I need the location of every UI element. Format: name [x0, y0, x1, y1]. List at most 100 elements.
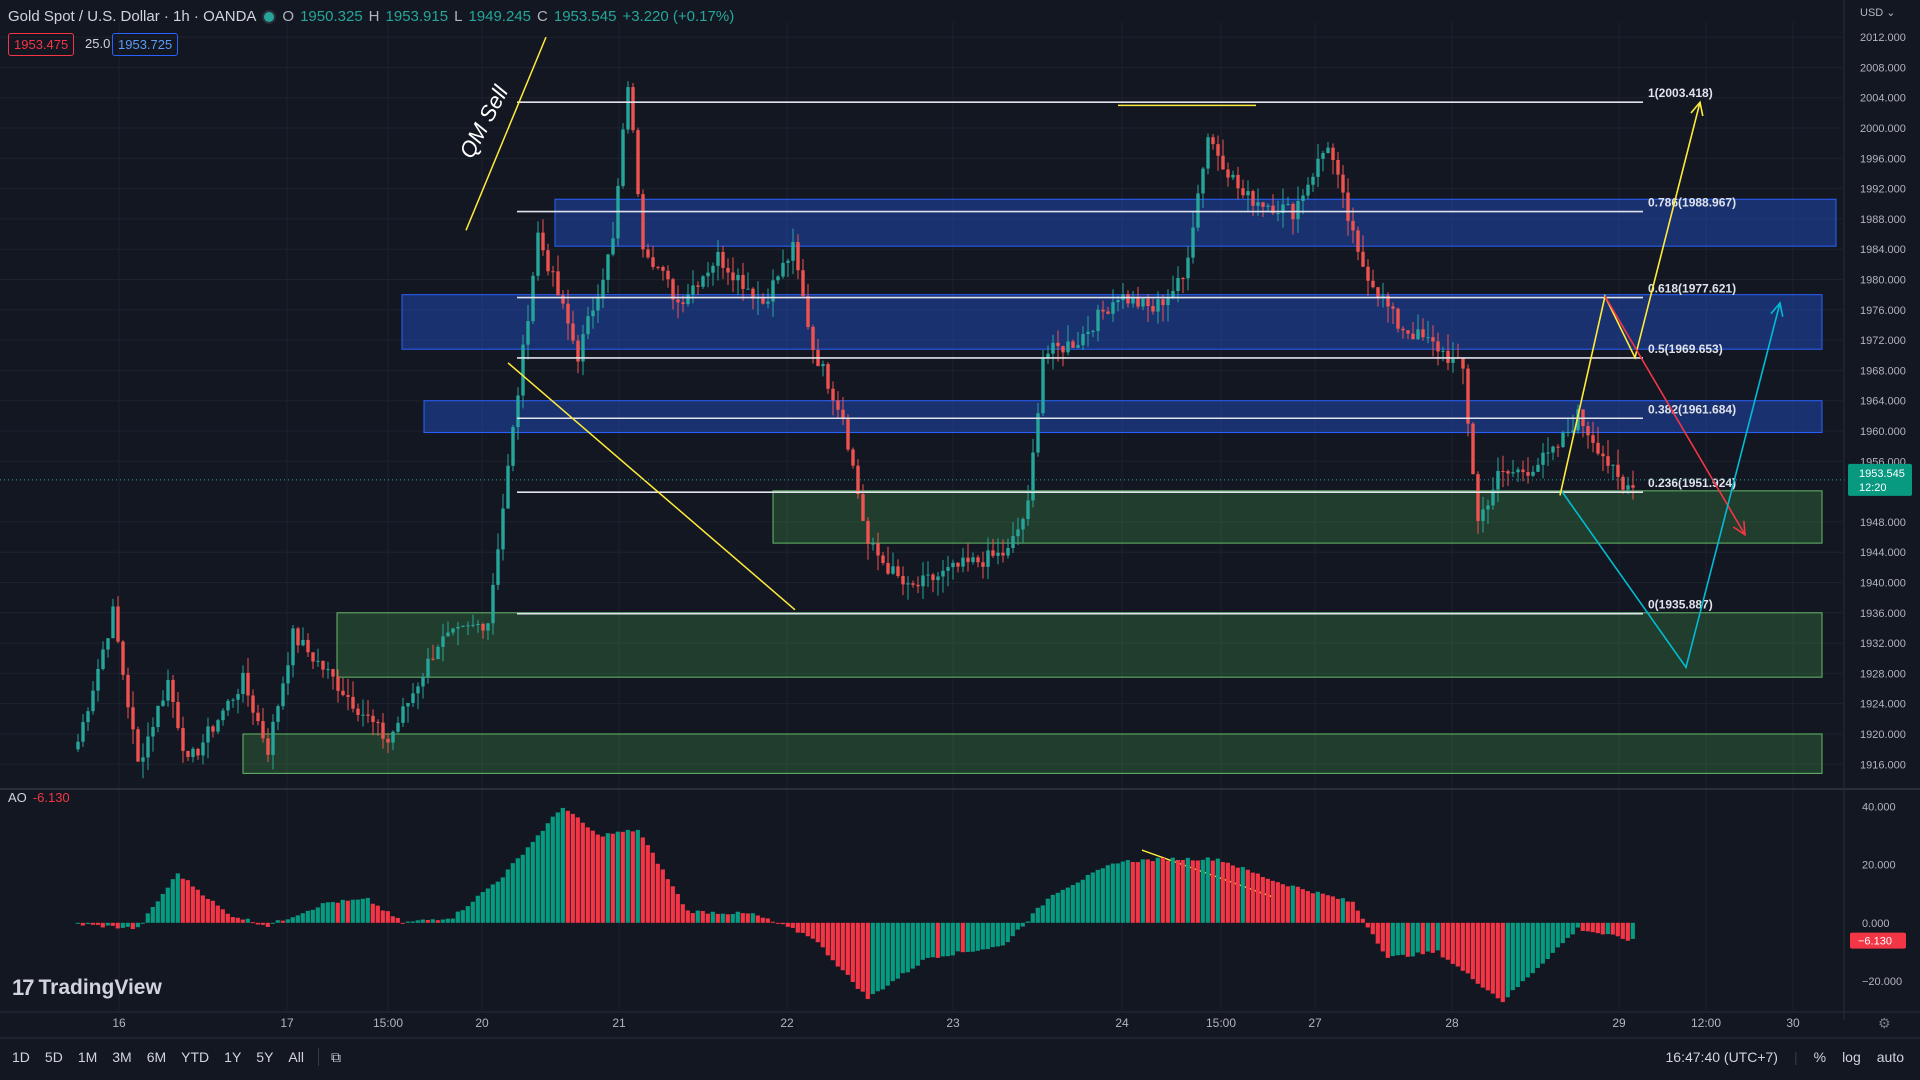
ao-bar	[260, 922, 265, 925]
candle-body	[1031, 452, 1035, 501]
candle-body	[951, 562, 955, 568]
projection-path	[1604, 295, 1746, 536]
candle-body	[281, 683, 285, 707]
ao-bar	[1265, 878, 1270, 923]
ao-histogram	[75, 807, 1635, 1003]
price-axis-label: 1972.000	[1860, 335, 1906, 347]
ao-bar	[935, 922, 940, 958]
ao-bar	[1395, 922, 1400, 956]
candle-body	[321, 660, 325, 670]
ao-bar	[545, 823, 550, 923]
ao-bar	[655, 863, 660, 923]
spread-value: 25.0	[85, 36, 111, 51]
candle-body	[476, 624, 480, 626]
ao-bar	[425, 919, 430, 923]
candle-body	[286, 665, 290, 684]
toolbar-divider-2: |	[1793, 1049, 1798, 1065]
ao-bar	[815, 922, 820, 943]
settings-gear-icon[interactable]: ⚙	[1878, 1016, 1891, 1032]
ao-bar	[700, 911, 705, 923]
ao-bar	[920, 922, 925, 960]
ao-bar	[1530, 922, 1535, 974]
ao-bar	[1425, 922, 1430, 952]
ao-bar	[1285, 886, 1290, 923]
percent-scale-button[interactable]: %	[1813, 1049, 1827, 1065]
range-1d-button[interactable]: 1D	[12, 1049, 30, 1065]
candle-body	[1006, 548, 1010, 556]
range-5d-button[interactable]: 5D	[44, 1049, 63, 1065]
ao-bar	[345, 900, 350, 923]
log-scale-button[interactable]: log	[1842, 1049, 1861, 1065]
range-ytd-button[interactable]: YTD	[181, 1049, 210, 1065]
candle-body	[1241, 188, 1245, 196]
symbol-title[interactable]: Gold Spot / U.S. Dollar · 1h · OANDA	[8, 8, 257, 25]
ao-axis-label: 20.000	[1862, 860, 1896, 872]
bid-price-button[interactable]: 1953.475	[8, 33, 75, 56]
ao-bar	[225, 913, 230, 923]
candle-body	[76, 741, 80, 750]
candle-body	[221, 710, 225, 721]
ao-bar	[475, 895, 480, 923]
go-to-date-icon[interactable]: ⧉	[330, 1048, 341, 1065]
ao-bar	[470, 901, 475, 923]
auto-scale-button[interactable]: auto	[1876, 1049, 1904, 1065]
ao-bar	[1460, 922, 1465, 971]
ao-bar	[1370, 922, 1375, 935]
price-axis-label: 2008.000	[1860, 62, 1906, 74]
candle-body	[776, 276, 780, 281]
candle-body	[586, 316, 590, 335]
candle-body	[1261, 202, 1265, 207]
fib-label: 1(2003.418)	[1648, 86, 1713, 100]
range-6m-button[interactable]: 6M	[146, 1049, 167, 1065]
candle-body	[1046, 353, 1050, 358]
clock-time: 16:47:40 (UTC+7)	[1665, 1049, 1778, 1065]
ao-bar	[490, 884, 495, 923]
ao-bar	[1415, 922, 1420, 953]
fib-label: 0.236(1951.924)	[1648, 476, 1736, 490]
candle-body	[856, 465, 860, 495]
ao-bar	[955, 922, 960, 952]
candle-body	[296, 628, 300, 646]
range-5y-button[interactable]: 5Y	[256, 1049, 274, 1065]
candle-body	[1306, 184, 1310, 196]
candle-body	[421, 677, 425, 687]
candle-body	[1611, 464, 1615, 466]
ao-bar	[825, 922, 830, 956]
candle-body	[276, 706, 280, 722]
price-axis-label: 2012.000	[1860, 32, 1906, 44]
candle-body	[1116, 299, 1120, 303]
ao-bar	[440, 919, 445, 923]
candle-body	[1181, 278, 1185, 280]
ao-bar	[1605, 922, 1610, 935]
ao-bar	[520, 854, 525, 923]
candle-body	[156, 705, 160, 728]
candle-body	[1361, 251, 1365, 267]
ao-bar	[610, 833, 615, 923]
price-axis-label: 1940.000	[1860, 577, 1906, 589]
ask-price-button[interactable]: 1953.725	[112, 33, 179, 56]
ao-bar	[775, 922, 780, 924]
ao-legend[interactable]: AO -6.130	[8, 790, 70, 805]
candle-body	[1231, 174, 1235, 178]
supply-zone	[423, 400, 1823, 434]
ao-bar	[730, 913, 735, 923]
ao-bar	[1130, 861, 1135, 923]
time-axis-label: 12:00	[1691, 1016, 1721, 1030]
time-axis-label: 30	[1786, 1016, 1800, 1030]
range-1y-button[interactable]: 1Y	[224, 1049, 242, 1065]
ao-bar	[600, 836, 605, 923]
candle-body	[1091, 331, 1095, 333]
candle-body	[691, 285, 695, 295]
range-3m-button[interactable]: 3M	[112, 1049, 132, 1065]
price-axis-label: 1960.000	[1860, 426, 1906, 438]
range-1m-button[interactable]: 1M	[77, 1049, 98, 1065]
ao-bar	[280, 920, 285, 923]
range-all-button[interactable]: All	[288, 1049, 304, 1065]
ohlc-h-label: H	[368, 8, 380, 25]
candle-body	[266, 738, 270, 755]
candle-body	[1371, 280, 1375, 288]
ao-bar	[1245, 869, 1250, 923]
ao-bar	[430, 919, 435, 923]
ao-bar	[1280, 884, 1285, 923]
